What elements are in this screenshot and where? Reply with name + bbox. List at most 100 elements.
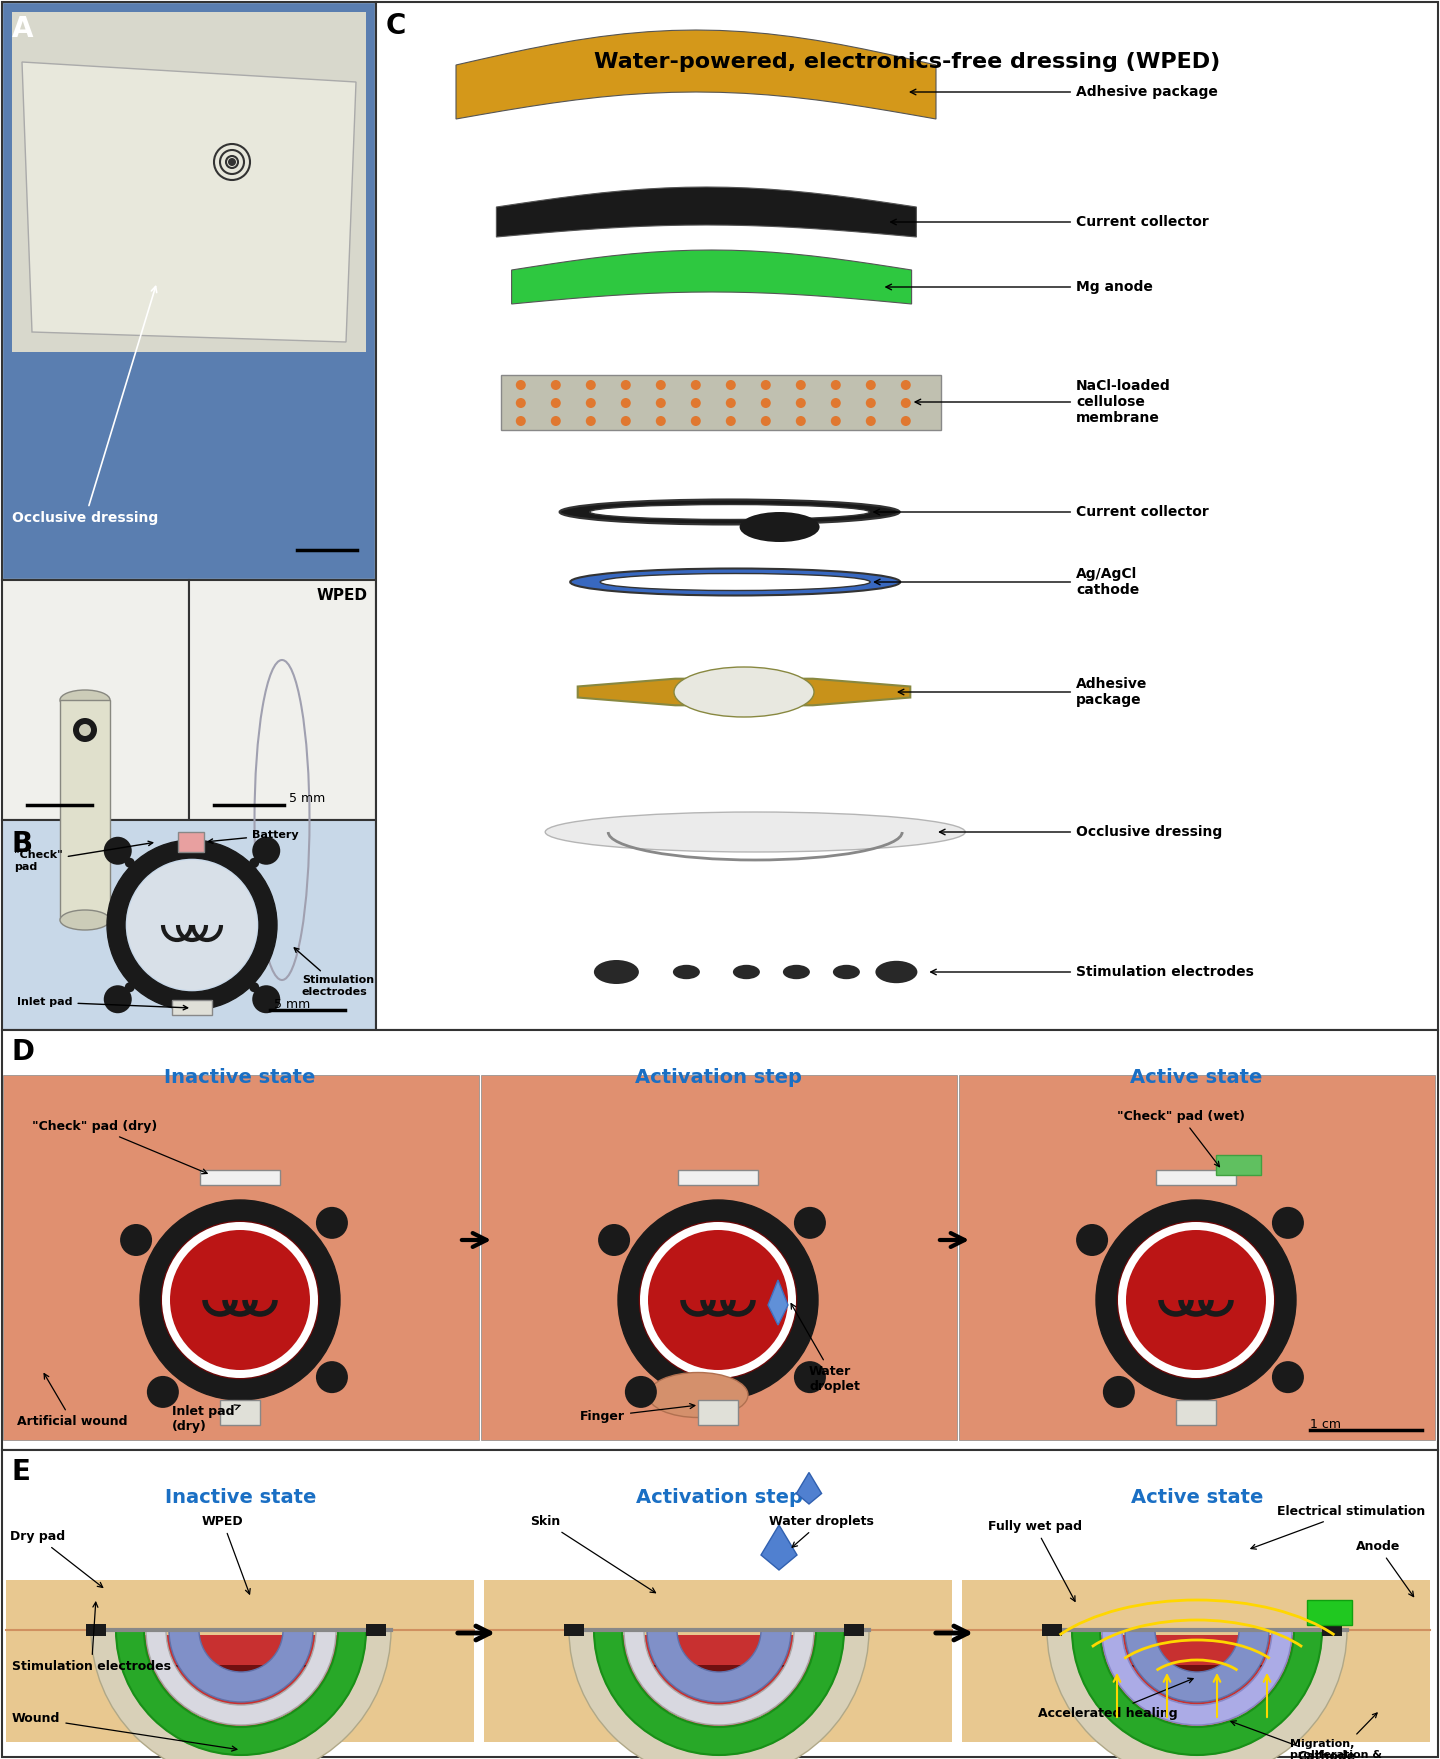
Text: Stimulation electrodes: Stimulation electrodes bbox=[12, 1602, 171, 1673]
Polygon shape bbox=[22, 62, 356, 341]
Bar bbox=[86, 1624, 107, 1636]
Text: Water-powered, electronics-free dressing (WPED): Water-powered, electronics-free dressing… bbox=[593, 53, 1220, 72]
Circle shape bbox=[1103, 1376, 1135, 1407]
Text: Water droplets: Water droplets bbox=[769, 1514, 874, 1548]
Circle shape bbox=[655, 398, 665, 408]
Polygon shape bbox=[796, 1472, 822, 1504]
Circle shape bbox=[1140, 1245, 1251, 1354]
Circle shape bbox=[648, 1230, 788, 1370]
Text: Ag/AgCl
cathode: Ag/AgCl cathode bbox=[874, 566, 1139, 596]
Text: WPED: WPED bbox=[317, 588, 369, 603]
Polygon shape bbox=[497, 186, 916, 237]
Text: WPED: WPED bbox=[202, 1514, 251, 1594]
Bar bbox=[171, 1001, 212, 1015]
Circle shape bbox=[691, 398, 701, 408]
Circle shape bbox=[831, 380, 841, 390]
Circle shape bbox=[184, 1245, 295, 1354]
Circle shape bbox=[647, 1228, 791, 1372]
Bar bbox=[60, 700, 109, 920]
Text: Stimulation
electrodes: Stimulation electrodes bbox=[294, 948, 374, 997]
Text: Activation step: Activation step bbox=[635, 1488, 802, 1507]
Circle shape bbox=[831, 398, 841, 408]
Circle shape bbox=[120, 1224, 153, 1256]
Circle shape bbox=[249, 982, 259, 992]
Text: Fully wet pad: Fully wet pad bbox=[988, 1520, 1081, 1601]
Circle shape bbox=[1076, 1224, 1107, 1256]
Bar bbox=[1, 580, 189, 820]
Circle shape bbox=[901, 398, 910, 408]
Circle shape bbox=[586, 415, 596, 426]
Circle shape bbox=[621, 398, 631, 408]
Circle shape bbox=[1272, 1207, 1305, 1238]
Text: Dry pad: Dry pad bbox=[10, 1530, 102, 1587]
Wedge shape bbox=[624, 1631, 814, 1726]
Text: Current collector: Current collector bbox=[874, 505, 1208, 519]
Circle shape bbox=[621, 415, 631, 426]
Circle shape bbox=[793, 1361, 827, 1393]
Text: Active state: Active state bbox=[1130, 1488, 1263, 1507]
Circle shape bbox=[315, 1207, 348, 1238]
Polygon shape bbox=[456, 30, 936, 120]
Bar bbox=[1, 2, 376, 580]
Circle shape bbox=[1126, 1230, 1266, 1370]
Bar bbox=[959, 1075, 1436, 1441]
Circle shape bbox=[1125, 1228, 1269, 1372]
Wedge shape bbox=[595, 1631, 844, 1755]
Circle shape bbox=[161, 1223, 318, 1377]
Circle shape bbox=[1117, 1223, 1274, 1377]
Circle shape bbox=[901, 415, 910, 426]
Bar bbox=[481, 1075, 958, 1441]
Text: Stimulation electrodes: Stimulation electrodes bbox=[930, 966, 1254, 980]
Ellipse shape bbox=[589, 505, 870, 519]
Circle shape bbox=[655, 415, 665, 426]
Circle shape bbox=[1112, 1215, 1282, 1384]
Polygon shape bbox=[111, 1636, 372, 1736]
Bar bbox=[189, 580, 376, 820]
Circle shape bbox=[865, 380, 876, 390]
Circle shape bbox=[634, 1215, 804, 1384]
Circle shape bbox=[156, 1215, 325, 1384]
Wedge shape bbox=[1047, 1631, 1346, 1759]
Circle shape bbox=[621, 380, 631, 390]
Ellipse shape bbox=[593, 960, 639, 983]
Ellipse shape bbox=[733, 964, 760, 980]
Ellipse shape bbox=[600, 573, 870, 591]
Text: "Check"
pad: "Check" pad bbox=[14, 841, 153, 872]
Polygon shape bbox=[171, 1666, 311, 1697]
Circle shape bbox=[550, 398, 560, 408]
Text: Accelerated healing: Accelerated healing bbox=[1038, 1678, 1194, 1720]
Wedge shape bbox=[1102, 1631, 1292, 1726]
Text: Migration,
proliferation &
differentiation: Migration, proliferation & differentiati… bbox=[1290, 1713, 1382, 1759]
Text: Inactive state: Inactive state bbox=[164, 1068, 315, 1087]
Polygon shape bbox=[649, 1666, 789, 1697]
Text: Inlet pad: Inlet pad bbox=[17, 997, 187, 1010]
Circle shape bbox=[516, 415, 526, 426]
Circle shape bbox=[127, 860, 256, 990]
Circle shape bbox=[252, 985, 281, 1013]
Circle shape bbox=[147, 1376, 179, 1407]
Polygon shape bbox=[577, 679, 910, 705]
Polygon shape bbox=[1067, 1636, 1328, 1736]
Polygon shape bbox=[768, 1281, 788, 1325]
Circle shape bbox=[586, 398, 596, 408]
Circle shape bbox=[691, 415, 701, 426]
Text: Wound: Wound bbox=[12, 1712, 236, 1750]
Circle shape bbox=[550, 380, 560, 390]
Text: D: D bbox=[12, 1038, 35, 1066]
Bar bbox=[4, 4, 374, 579]
Text: 1 cm: 1 cm bbox=[1310, 1418, 1341, 1432]
Circle shape bbox=[760, 380, 770, 390]
Ellipse shape bbox=[740, 512, 819, 542]
Wedge shape bbox=[91, 1631, 392, 1759]
Wedge shape bbox=[1071, 1631, 1322, 1755]
Ellipse shape bbox=[60, 909, 109, 931]
Text: B: B bbox=[12, 830, 33, 858]
Circle shape bbox=[104, 985, 131, 1013]
Text: Adhesive
package: Adhesive package bbox=[899, 677, 1148, 707]
Text: Inlet pad
(dry): Inlet pad (dry) bbox=[171, 1405, 240, 1434]
Circle shape bbox=[73, 718, 96, 742]
Bar bbox=[501, 375, 940, 429]
Text: Active state: Active state bbox=[1130, 1068, 1263, 1087]
Circle shape bbox=[125, 982, 135, 992]
Bar bbox=[844, 1624, 864, 1636]
